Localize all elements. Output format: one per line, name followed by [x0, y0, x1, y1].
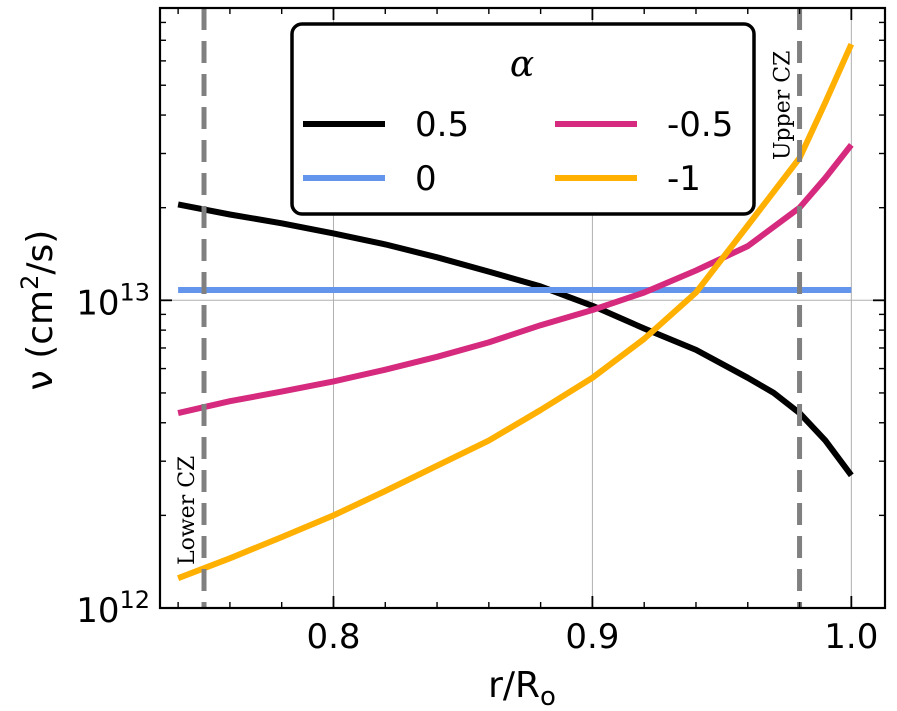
cz-annotations: Lower CZ Upper CZ — [175, 51, 796, 565]
x-axis-label: r/Ro — [488, 665, 556, 711]
x-tick-label: 0.8 — [306, 617, 360, 657]
upper-cz-label: Upper CZ — [771, 51, 796, 160]
lower-cz-label: Lower CZ — [175, 456, 200, 565]
legend-label: 0.5 — [415, 105, 469, 145]
series-line-0.5 — [177, 201, 854, 478]
x-axis-label-subscript: o — [540, 682, 556, 711]
axis-labels: 0.8 0.9 1.0 1012 1013 r/Ro ν (cm2/s) — [16, 230, 878, 711]
legend-label: -0.5 — [667, 105, 733, 145]
y-tick-exponent: 13 — [119, 278, 150, 306]
legend-title: α — [510, 44, 534, 85]
y-tick-label: 1013 — [76, 278, 150, 323]
y-axis-label: ν (cm2/s) — [16, 230, 61, 391]
y-tick-exponent: 12 — [119, 586, 150, 614]
axis-ticks — [160, 8, 885, 609]
legend: α 0.5 0 -0.5 -1 — [290, 22, 756, 216]
y-axis-label-suffix: /s) — [20, 230, 61, 275]
legend-label: 0 — [415, 159, 437, 199]
legend-box — [290, 22, 756, 216]
cz-boundary-lines — [201, 8, 803, 608]
series-lines — [177, 42, 855, 582]
series-line--1 — [177, 42, 855, 582]
y-tick-label: 1012 — [76, 586, 150, 631]
series-line--0.5 — [177, 143, 854, 417]
y-axis-label-superscript: 2 — [16, 275, 44, 290]
x-tick-label: 1.0 — [824, 617, 878, 657]
legend-label: -1 — [667, 159, 701, 199]
x-tick-label: 0.9 — [565, 617, 619, 657]
axes-frame — [158, 6, 887, 610]
